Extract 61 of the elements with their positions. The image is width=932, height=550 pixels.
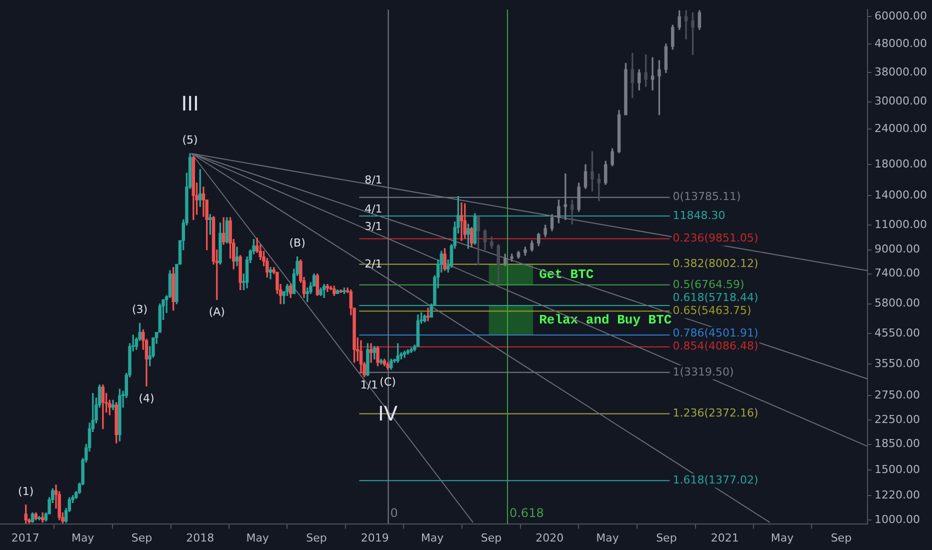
annotation: (A) (208, 306, 225, 319)
annotation: 4/1 (364, 202, 382, 216)
y-tick-label: 24000.00 (874, 122, 928, 136)
ref-line-label: 11848.30 (672, 208, 726, 222)
y-tick-label: 18000.00 (874, 157, 928, 170)
x-tick-label: 2020 (536, 531, 564, 544)
annotation: 1/1 (360, 378, 378, 392)
x-tick-label: 2017 (11, 531, 40, 544)
ref-line-label: 1.236(2372.16) (672, 406, 758, 420)
annotation: III (181, 92, 199, 116)
y-tick-label: 9000.00 (874, 242, 920, 256)
annotation: 3/1 (364, 220, 382, 234)
y-tick-label: 1220.00 (874, 488, 920, 502)
x-tick-label: Sep (306, 531, 327, 544)
x-tick-label: 2018 (186, 531, 214, 544)
ref-line-label: 0.382(8002.12) (672, 257, 758, 270)
x-tick-label: May (770, 531, 794, 544)
y-tick-label: 14000.00 (874, 188, 928, 202)
y-tick-label: 1850.00 (874, 437, 920, 450)
y-tick-label: 38000.00 (874, 66, 928, 79)
ref-line-label: 0.618(5718.44) (672, 291, 758, 304)
y-tick-label: 60000.00 (874, 9, 928, 22)
x-tick-label: Sep (480, 531, 502, 544)
annotation: (5) (182, 133, 198, 146)
ref-line-label: 0 (390, 506, 398, 520)
x-tick-label: May (246, 531, 270, 544)
y-tick-label: 3550.00 (874, 357, 920, 370)
y-tick-label: 1500.00 (874, 462, 920, 476)
x-tick-label: May (420, 531, 444, 544)
ref-line-label: 1.618(1377.02) (672, 473, 758, 486)
y-tick-label: 2250.00 (874, 413, 920, 426)
x-tick-label: Sep (656, 531, 677, 544)
y-tick-label: 2750.00 (874, 388, 920, 402)
y-tick-label: 48000.00 (874, 36, 928, 50)
y-tick-label: 1000.00 (874, 512, 920, 526)
ref-line-label: 0.236(9851.05) (672, 232, 758, 245)
ref-line-label: 0.65(5463.75) (672, 304, 752, 318)
annotation: (4) (138, 392, 154, 405)
ref-line-label: 0.618 (509, 506, 544, 520)
annotation: (C) (380, 375, 396, 388)
ref-line-label: 0.854(4086.48) (672, 340, 758, 353)
annotation: (1) (18, 484, 34, 498)
y-tick-label: 5800.00 (874, 296, 920, 310)
ref-line-label: 0.786(4501.91) (672, 326, 758, 340)
x-tick-label: 2019 (360, 531, 389, 544)
x-tick-label: Sep (131, 531, 152, 544)
ref-line-label: 0.5(6764.59) (672, 278, 744, 291)
annotation: 8/1 (364, 173, 382, 186)
x-tick-label: May (71, 531, 95, 544)
band-label: Relax and Buy BTC (539, 312, 672, 328)
annotation: (B) (289, 236, 306, 250)
annotation: (3) (132, 303, 148, 316)
x-tick-label: Sep (830, 531, 852, 544)
y-tick-label: 30000.00 (874, 94, 928, 108)
y-tick-label: 7400.00 (874, 266, 920, 280)
y-tick-label: 11000.00 (874, 218, 928, 231)
ref-line-label: 1(3319.50) (672, 365, 734, 378)
x-tick-label: May (596, 531, 620, 544)
y-tick-label: 4550.00 (874, 326, 920, 340)
ref-line-label: 0(13785.11) (672, 190, 741, 204)
x-tick-label: 2021 (710, 531, 739, 544)
